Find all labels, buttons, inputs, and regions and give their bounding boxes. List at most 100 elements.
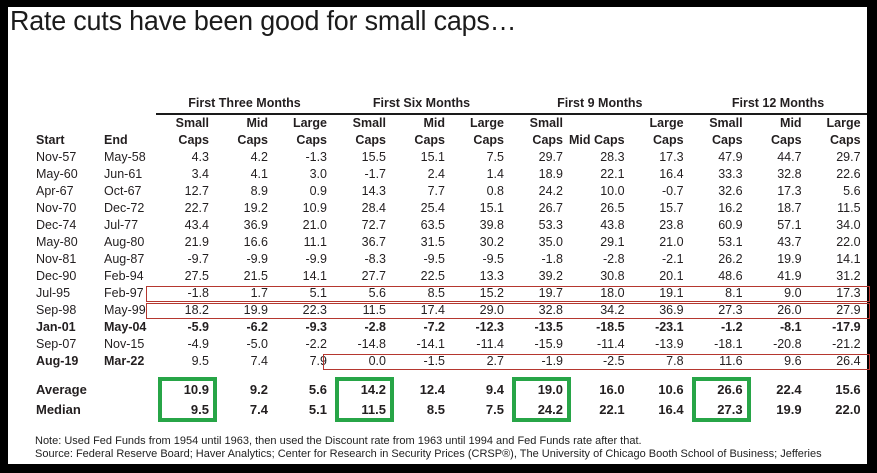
cell-value: 5.6 — [368, 286, 386, 300]
column-header: Caps — [652, 133, 684, 147]
cell-value: 0.8 — [486, 184, 504, 198]
cell-value: 53.3 — [538, 218, 563, 232]
cell-value: 11.1 — [303, 235, 327, 249]
column-header: Caps — [770, 133, 802, 147]
cell-value: 29.7 — [538, 150, 563, 164]
cell-value: 24.2 — [538, 184, 563, 198]
summary-row: Average 10.9 9.2 5.6 14.2 12.4 9.4 19.0 16.0 10.6… — [36, 380, 867, 400]
cell-value: -13.5 — [534, 320, 564, 334]
cell-value: 17.3 — [777, 184, 802, 198]
cell-value: -5.0 — [246, 337, 268, 351]
cell-value: 63.5 — [420, 218, 445, 232]
cell-value: -2.5 — [603, 354, 625, 368]
cell-end: Feb-97 — [104, 286, 144, 300]
cell-value: 27.7 — [361, 269, 386, 283]
cell-value: 2.4 — [427, 167, 445, 181]
group-header: First 12 Months — [689, 91, 867, 115]
column-header: Caps — [829, 133, 861, 147]
cell-value: 33.3 — [718, 167, 743, 181]
cell-value: -9.5 — [423, 252, 445, 266]
cell-value: -0.7 — [662, 184, 684, 198]
cell-value: 21.9 — [184, 235, 209, 249]
column-header: Caps — [355, 133, 386, 147]
cell-value: -6.2 — [246, 320, 268, 334]
cell-value: -9.7 — [187, 252, 209, 266]
summary-value: 19.9 — [776, 402, 802, 417]
cell-value: 3.0 — [309, 167, 327, 181]
cell-value: 7.8 — [666, 354, 684, 368]
start-header: Start — [36, 133, 65, 147]
cell-end: May-58 — [104, 150, 146, 164]
cell-value: 20.1 — [659, 269, 684, 283]
cell-value: 8.1 — [725, 286, 743, 300]
cell-value: -1.8 — [541, 252, 563, 266]
cell-end: Mar-22 — [104, 354, 145, 368]
summary-value: 27.3 — [717, 402, 743, 417]
summary-value: 10.9 — [183, 382, 209, 397]
cell-value: 5.1 — [309, 286, 327, 300]
cell-value: 5.6 — [843, 184, 861, 198]
cell-value: 36.7 — [361, 235, 386, 249]
cell-value: 27.3 — [718, 303, 743, 317]
cell-start: Dec-90 — [36, 269, 77, 283]
cell-end: Feb-94 — [104, 269, 144, 283]
cell-start: Nov-57 — [36, 150, 77, 164]
cell-value: 14.1 — [836, 252, 861, 266]
cell-value: -21.2 — [832, 337, 861, 351]
cell-start: May-80 — [36, 235, 78, 249]
cell-start: Nov-70 — [36, 201, 77, 215]
cell-value: 39.2 — [538, 269, 563, 283]
cell-start: Dec-74 — [36, 218, 77, 232]
table-row: Jan-01 May-04 -5.9 -6.2 -9.3 -2.8 -7.2 -12.3 -13… — [36, 319, 867, 336]
cell-value: 57.1 — [777, 218, 802, 232]
summary-value: 8.5 — [426, 402, 445, 417]
returns-table-wrap: First Three Months First Six Months First … — [36, 91, 870, 422]
summary-row: Median 9.5 7.4 5.1 11.5 8.5 7.5 24.2 22.1 16.4 27.… — [36, 400, 867, 420]
table-row: May-60 Jun-61 3.4 4.1 3.0 -1.7 2.4 1.4 18.9 22.1 1… — [36, 166, 867, 183]
cell-value: 36.9 — [659, 303, 684, 317]
column-header: Small — [709, 116, 743, 130]
cell-value: -13.9 — [655, 337, 684, 351]
summary-value: 19.0 — [537, 382, 563, 397]
cell-value: 10.9 — [302, 201, 327, 215]
summary-label: Average — [36, 382, 87, 397]
cell-value: 32.8 — [777, 167, 802, 181]
column-header: Caps — [532, 133, 563, 147]
cell-value: 23.8 — [659, 218, 684, 232]
cell-start: Sep-07 — [36, 337, 77, 351]
cell-value: 11.6 — [719, 354, 743, 368]
cell-value: 26.0 — [777, 303, 802, 317]
cell-value: 22.6 — [836, 167, 861, 181]
cell-value: 43.7 — [777, 235, 802, 249]
footnote-source: Source: Federal Reserve Board; Haver Ana… — [35, 448, 822, 460]
cell-value: 9.5 — [191, 354, 209, 368]
summary-value: 9.4 — [485, 382, 504, 397]
cell-value: -8.3 — [364, 252, 386, 266]
spacer-cell — [36, 91, 156, 114]
cell-value: 2.7 — [486, 354, 504, 368]
cell-value: 19.9 — [777, 252, 802, 266]
cell-value: 60.9 — [718, 218, 743, 232]
cell-value: 17.3 — [836, 286, 861, 300]
cell-start: Jan-01 — [36, 320, 76, 334]
cell-value: 39.8 — [479, 218, 504, 232]
cell-value: -8.1 — [780, 320, 802, 334]
column-header: Large — [469, 116, 504, 130]
column-header: Small — [352, 116, 386, 130]
cell-value: 31.2 — [836, 269, 861, 283]
summary-value: 26.6 — [717, 382, 743, 397]
cell-value: 15.7 — [659, 201, 684, 215]
cell-value: -4.9 — [187, 337, 209, 351]
cell-value: 3.4 — [191, 167, 209, 181]
cell-value: -1.9 — [541, 354, 563, 368]
cell-value: 10.0 — [600, 184, 625, 198]
table-row: Nov-57 May-58 4.3 4.2 -1.3 15.5 15.1 7.5 29.7 28.… — [36, 149, 867, 166]
cell-value: 26.5 — [600, 201, 625, 215]
column-header: Large — [649, 116, 684, 130]
cell-value: 18.7 — [777, 201, 802, 215]
cell-end: Nov-15 — [104, 337, 145, 351]
table-row: Jul-95 Feb-97 -1.8 1.7 5.1 5.6 8.5 15.2 19.7 18.0… — [36, 285, 867, 302]
cell-value: 26.4 — [836, 354, 861, 368]
cell-value: 21.5 — [243, 269, 268, 283]
summary-value: 22.4 — [776, 382, 802, 397]
